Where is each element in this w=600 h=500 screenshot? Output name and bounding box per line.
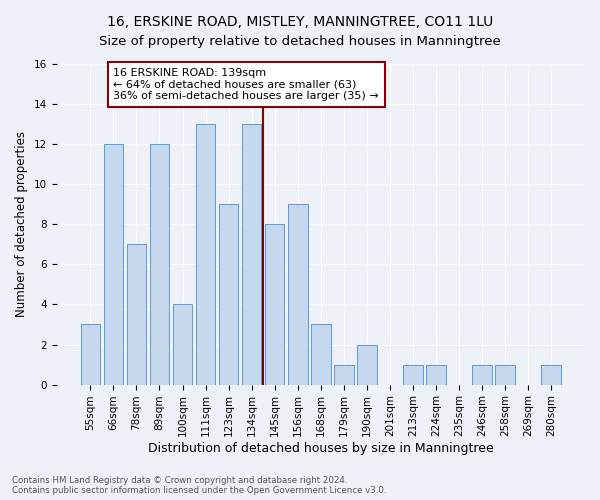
- Bar: [242, 124, 262, 384]
- Bar: [173, 304, 193, 384]
- Bar: [426, 364, 446, 384]
- Bar: [265, 224, 284, 384]
- Bar: [80, 324, 100, 384]
- Text: 16, ERSKINE ROAD, MISTLEY, MANNINGTREE, CO11 1LU: 16, ERSKINE ROAD, MISTLEY, MANNINGTREE, …: [107, 15, 493, 29]
- X-axis label: Distribution of detached houses by size in Manningtree: Distribution of detached houses by size …: [148, 442, 494, 455]
- Bar: [472, 364, 492, 384]
- Bar: [496, 364, 515, 384]
- Text: Size of property relative to detached houses in Manningtree: Size of property relative to detached ho…: [99, 35, 501, 48]
- Text: Contains HM Land Registry data © Crown copyright and database right 2024.
Contai: Contains HM Land Registry data © Crown c…: [12, 476, 386, 495]
- Bar: [288, 204, 308, 384]
- Text: 16 ERSKINE ROAD: 139sqm
← 64% of detached houses are smaller (63)
36% of semi-de: 16 ERSKINE ROAD: 139sqm ← 64% of detache…: [113, 68, 379, 101]
- Bar: [311, 324, 331, 384]
- Bar: [127, 244, 146, 384]
- Bar: [403, 364, 423, 384]
- Bar: [196, 124, 215, 384]
- Bar: [541, 364, 561, 384]
- Bar: [104, 144, 123, 384]
- Y-axis label: Number of detached properties: Number of detached properties: [15, 132, 28, 318]
- Bar: [357, 344, 377, 385]
- Bar: [334, 364, 353, 384]
- Bar: [219, 204, 238, 384]
- Bar: [149, 144, 169, 384]
